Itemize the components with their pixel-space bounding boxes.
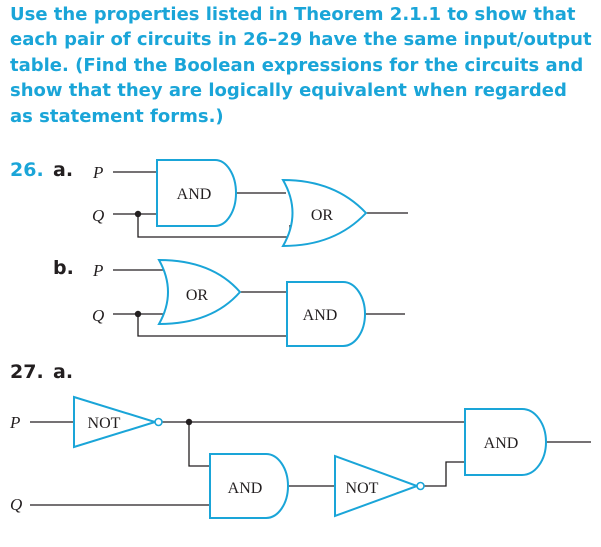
- instructions-text: Use the properties listed in Theorem 2.1…: [10, 4, 592, 127]
- gate-label: OR: [311, 207, 334, 224]
- gate-label: NOT: [88, 415, 121, 432]
- not-gate: [73, 395, 159, 449]
- gate-label: AND: [228, 480, 263, 497]
- input-label-q: Q: [92, 306, 104, 325]
- gate-label: OR: [186, 287, 209, 304]
- and-gate: [286, 281, 366, 347]
- problem-27: 27. a. P Q NOT AND NOT A: [9, 361, 591, 519]
- input-label-p: P: [92, 261, 103, 280]
- junction-dot: [134, 310, 142, 318]
- part-label: b.: [53, 257, 74, 279]
- inversion-bubble: [416, 481, 425, 491]
- and-gate: [209, 453, 289, 519]
- input-label-p: P: [9, 413, 20, 432]
- part-label: a.: [53, 361, 73, 383]
- not-gate: [334, 454, 420, 518]
- gate-label: AND: [177, 186, 212, 203]
- input-label-q: Q: [10, 495, 22, 514]
- gate-label: NOT: [346, 480, 379, 497]
- junction-dot: [185, 418, 193, 426]
- or-gate: [157, 258, 242, 326]
- junction-dot: [134, 210, 142, 218]
- input-label-p: P: [92, 163, 103, 182]
- problem-26: 26. a. P Q AND OR b. P Q: [10, 159, 408, 347]
- and-gate: [156, 159, 237, 227]
- circuit-26b: b. P Q OR AND: [53, 257, 405, 347]
- wires: [30, 421, 591, 506]
- gate-label: AND: [303, 307, 338, 324]
- part-label: a.: [53, 159, 73, 181]
- problem-number: 26.: [10, 159, 44, 181]
- and-gate: [464, 408, 547, 476]
- or-gate: [281, 178, 368, 248]
- circuit-26a: a. P Q AND OR: [53, 159, 408, 248]
- gate-label: AND: [484, 435, 519, 452]
- problem-number: 27.: [10, 361, 44, 383]
- input-label-q: Q: [92, 206, 104, 225]
- inversion-bubble: [154, 417, 163, 427]
- circuit-27a: P Q NOT AND NOT AND: [9, 395, 591, 519]
